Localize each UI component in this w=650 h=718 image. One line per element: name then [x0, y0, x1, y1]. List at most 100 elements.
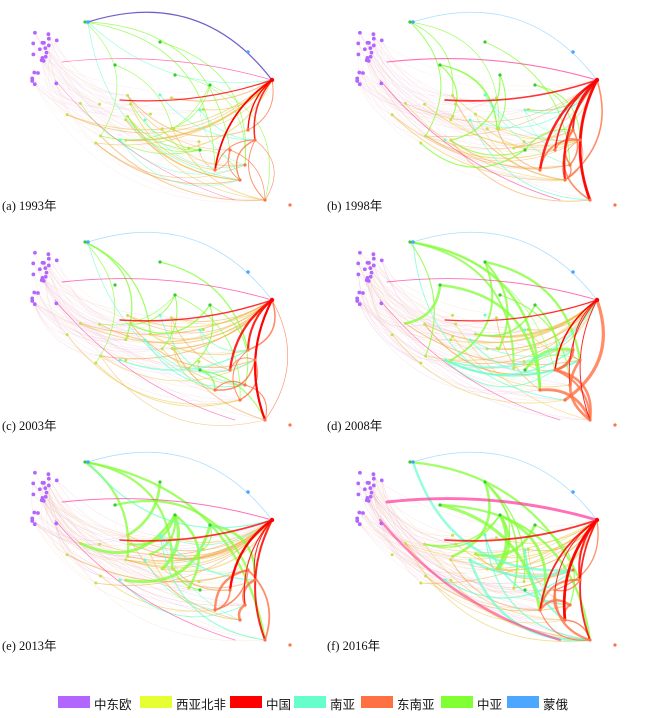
country-node [485, 127, 489, 131]
trade-link [31, 518, 128, 545]
trade-link [568, 358, 592, 422]
country-node [83, 240, 87, 244]
country-node [379, 38, 384, 43]
country-node [451, 313, 455, 317]
trade-link [412, 11, 598, 81]
trade-link [367, 277, 525, 362]
country-node [454, 542, 458, 546]
trade-link [367, 42, 598, 91]
country-node [54, 81, 59, 86]
country-node [588, 198, 592, 202]
country-node [512, 586, 516, 590]
country-node [243, 163, 247, 167]
trade-link [159, 534, 266, 641]
trade-link [391, 114, 571, 168]
trade-link [554, 579, 581, 592]
country-node [173, 513, 177, 517]
country-node [46, 252, 51, 257]
trade-link [496, 74, 506, 129]
country-node [568, 383, 572, 387]
country-node [148, 332, 152, 336]
country-node [454, 322, 458, 326]
trade-link [356, 78, 426, 137]
trade-link [367, 497, 571, 609]
trade-link [229, 149, 266, 201]
country-node [246, 128, 250, 132]
trade-link [248, 139, 266, 201]
trade-link [34, 523, 100, 545]
country-node [246, 568, 250, 572]
trade-link [87, 451, 273, 521]
trade-link [119, 79, 273, 102]
country-node [371, 256, 376, 261]
trade-link [373, 485, 541, 611]
trade-link [539, 609, 591, 641]
trade-link [444, 299, 598, 369]
country-node [588, 638, 592, 642]
trade-link [370, 487, 425, 545]
country-node [46, 472, 51, 477]
trade-link [48, 38, 266, 201]
country-node [99, 574, 103, 578]
country-node [39, 498, 44, 503]
country-node [86, 240, 90, 244]
country-node [238, 178, 242, 182]
country-node [443, 358, 447, 362]
trade-link [486, 128, 581, 151]
trade-link [87, 21, 241, 181]
trade-link [366, 262, 393, 335]
trade-link [171, 299, 273, 322]
trade-link [48, 485, 266, 641]
legend-label: 中亚 [477, 697, 503, 712]
legend-swatch [507, 696, 539, 708]
trade-link [409, 241, 435, 357]
trade-link [213, 568, 250, 612]
country-node [160, 347, 164, 351]
trade-link [199, 109, 256, 141]
country-node [357, 70, 362, 75]
country-node [468, 118, 472, 122]
trade-link [32, 263, 241, 401]
trade-link [367, 57, 497, 106]
country-node [365, 40, 370, 45]
country-node [246, 270, 250, 274]
trade-link [247, 569, 271, 641]
country-node [369, 270, 374, 275]
trade-link [54, 79, 236, 201]
country-node [124, 338, 128, 342]
country-node [126, 533, 130, 537]
country-node [522, 580, 526, 584]
trade-link [425, 135, 581, 162]
trade-link [198, 141, 216, 171]
trade-link [371, 272, 498, 350]
trade-link [439, 64, 498, 129]
trade-link [149, 333, 249, 355]
trade-link [356, 298, 566, 401]
country-node [32, 70, 37, 75]
trade-link [34, 303, 204, 337]
trade-link [34, 83, 100, 107]
country-node [228, 588, 232, 592]
trade-link [31, 300, 126, 342]
trade-link [438, 503, 542, 612]
trade-link [43, 42, 231, 151]
country-node [408, 460, 412, 464]
trade-link [127, 115, 241, 181]
trade-link [572, 79, 598, 131]
country-node [494, 316, 498, 320]
country-node [371, 36, 376, 41]
trade-link [34, 303, 101, 357]
country-node [523, 148, 527, 152]
country-node [238, 618, 242, 622]
country-node [523, 588, 527, 592]
trade-link [159, 534, 256, 581]
trade-link [61, 498, 273, 521]
country-node [369, 50, 374, 55]
trade-link [373, 485, 497, 539]
country-node [358, 470, 362, 475]
country-node [356, 261, 361, 266]
country-node [158, 313, 162, 317]
trade-link [359, 72, 500, 131]
trade-link [84, 21, 216, 171]
country-node [408, 20, 412, 24]
